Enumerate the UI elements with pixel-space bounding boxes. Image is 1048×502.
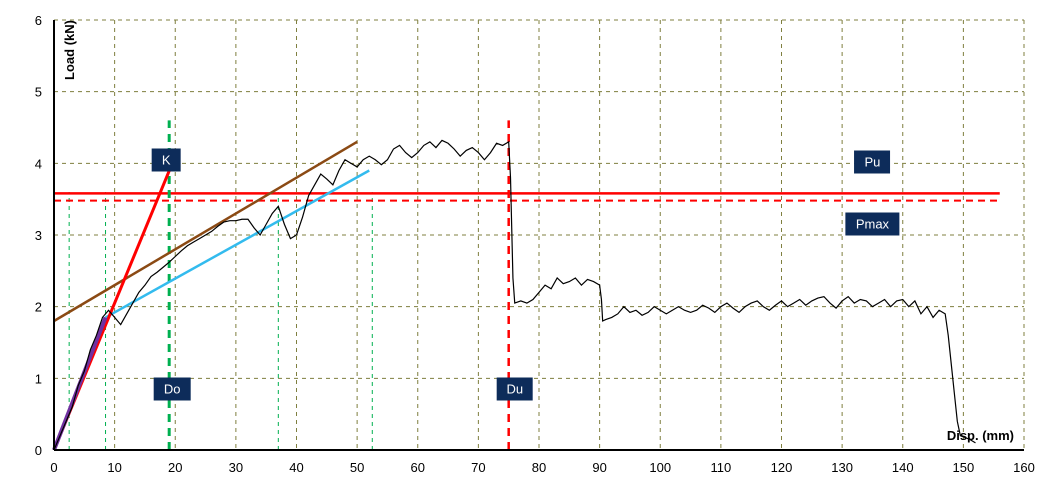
x-tick-label: 160: [1013, 460, 1035, 475]
y-tick-label: 0: [35, 443, 42, 458]
y-tick-label: 1: [35, 371, 42, 386]
x-tick-label: 20: [168, 460, 182, 475]
y-axis-title: Load (kN): [62, 20, 77, 80]
x-tick-label: 140: [892, 460, 914, 475]
chart-container: 0102030405060708090100110120130140150160…: [0, 0, 1048, 502]
badge-K: K: [152, 148, 181, 171]
x-tick-label: 10: [107, 460, 121, 475]
x-tick-label: 60: [411, 460, 425, 475]
y-tick-label: 5: [35, 85, 42, 100]
badge-Pmax: Pmax: [846, 213, 899, 236]
x-tick-label: 110: [711, 460, 732, 475]
badge-Do: Do: [154, 378, 191, 401]
x-tick-label: 90: [592, 460, 606, 475]
brown-tangent: [54, 142, 357, 321]
y-tick-label: 3: [35, 228, 42, 243]
x-tick-label: 130: [831, 460, 853, 475]
y-tick-label: 6: [35, 13, 42, 28]
x-tick-label: 150: [953, 460, 975, 475]
x-tick-label: 50: [350, 460, 364, 475]
x-tick-label: 80: [532, 460, 546, 475]
y-tick-label: 2: [35, 300, 42, 315]
purple-initial: [54, 317, 106, 450]
badge-Du: Du: [496, 378, 533, 401]
x-tick-label: 120: [771, 460, 793, 475]
x-tick-label: 40: [289, 460, 303, 475]
x-tick-label: 100: [649, 460, 671, 475]
x-axis-title: Disp. (mm): [947, 428, 1014, 443]
y-tick-label: 4: [35, 156, 42, 171]
data-curve: [54, 140, 976, 450]
badge-Pu: Pu: [854, 150, 890, 173]
x-tick-label: 30: [229, 460, 243, 475]
x-tick-label: 0: [50, 460, 57, 475]
load-disp-chart: 0102030405060708090100110120130140150160…: [0, 0, 1048, 502]
x-tick-label: 70: [471, 460, 485, 475]
